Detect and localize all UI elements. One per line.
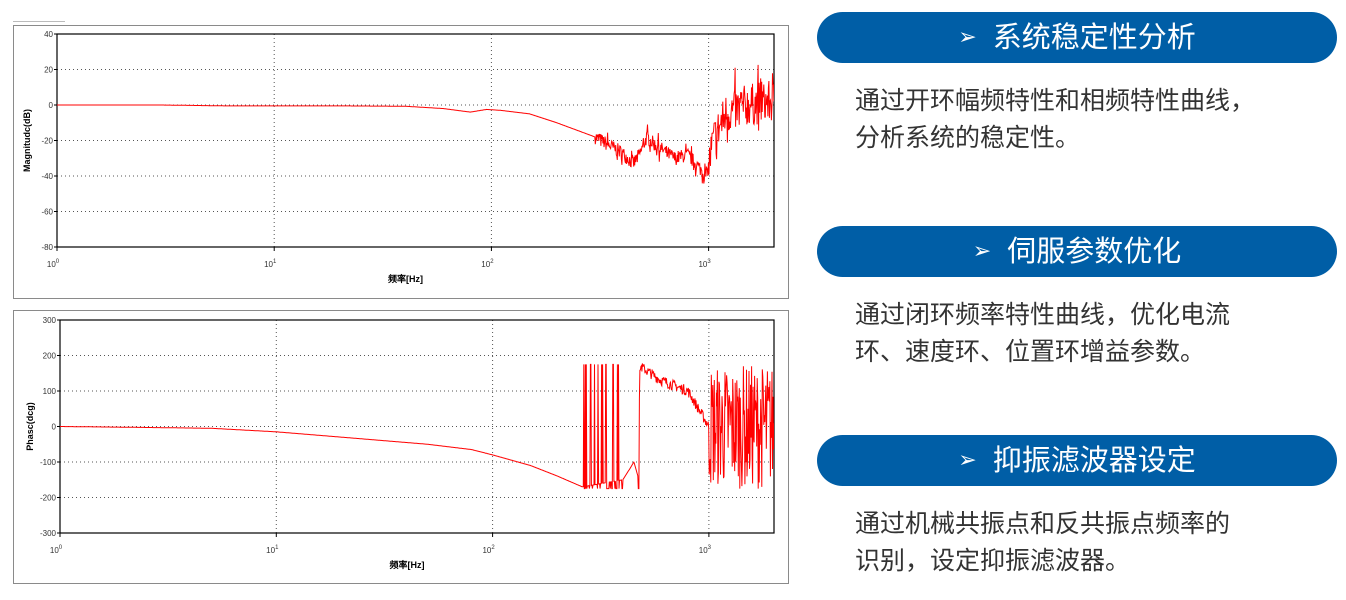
y-tick-label: 100 (43, 387, 57, 396)
description-line: 环、速度环、位置环增益参数。 (855, 337, 1206, 366)
phase-curve (60, 363, 774, 490)
magnitude-plot: 40 20 0 -20 -40 -60 -80 100 101 102 103 频率[Hz] Magni… (22, 30, 775, 284)
section-title: 伺服参数优化 (1007, 234, 1182, 268)
x-tick-label: 101 (264, 259, 277, 269)
arrow-icon: ➢ (958, 25, 977, 50)
phase-plot: 300 200 100 0 -100 -200 -300 100 101 102 103 频率[Hz]… (25, 316, 775, 570)
y-tick-label: 200 (43, 352, 57, 361)
x-tick-label: 103 (698, 259, 711, 269)
section-header-servo: ➢ 伺服参数优化 (817, 226, 1337, 277)
x-tick-label: 101 (266, 545, 279, 555)
window-tab (13, 21, 65, 26)
x-tick-label: 100 (47, 259, 60, 269)
x-axis-label: 频率[Hz] (388, 273, 423, 284)
description-line: 分析系统的稳定性。 (855, 123, 1081, 152)
section-header-stability: ➢ 系统稳定性分析 (817, 12, 1337, 63)
x-tick-label: 102 (481, 259, 494, 269)
description-line: 识别，设定抑振滤波器。 (855, 546, 1131, 575)
section-description: 通过开环幅频特性和相频特性曲线， 分析系统的稳定性。 (855, 82, 1255, 156)
y-tick-label: -80 (41, 243, 53, 252)
y-tick-label: -200 (40, 494, 57, 503)
arrow-icon: ➢ (958, 448, 977, 473)
x-tick-label: 103 (699, 545, 712, 555)
y-tick-label: -20 (41, 137, 53, 146)
y-tick-label: -300 (40, 529, 57, 538)
y-tick-label: 40 (44, 30, 53, 39)
y-tick-label: 0 (52, 423, 57, 432)
magnitude-curve (57, 64, 774, 184)
y-axis-label: Phasc(dcg) (25, 402, 35, 451)
description-line: 通过开环幅频特性和相频特性曲线， (855, 86, 1256, 115)
description-line: 通过机械共振点和反共振点频率的 (855, 509, 1231, 538)
section-title: 系统稳定性分析 (992, 20, 1196, 54)
section-title: 抑振滤波器设定 (992, 443, 1196, 477)
description-line: 通过闭环频率特性曲线，优化电流 (855, 300, 1231, 329)
x-axis-label: 频率[Hz] (390, 559, 425, 570)
y-tick-label: 300 (43, 316, 57, 325)
x-tick-label: 100 (50, 545, 63, 555)
y-tick-label: 0 (49, 101, 54, 110)
y-tick-label: 20 (44, 66, 53, 75)
y-axis-label: Magnitudc(dB) (22, 109, 32, 172)
y-tick-label: -60 (41, 208, 53, 217)
section-description: 通过机械共振点和反共振点频率的 识别，设定抑振滤波器。 (855, 505, 1230, 579)
y-tick-label: -40 (41, 172, 53, 181)
section-description: 通过闭环频率特性曲线，优化电流 环、速度环、位置环增益参数。 (855, 296, 1230, 370)
arrow-icon: ➢ (972, 239, 992, 264)
x-tick-label: 102 (482, 545, 495, 555)
plot-splitter[interactable] (13, 298, 789, 311)
y-tick-label: -100 (40, 458, 57, 467)
plot-area (56, 33, 775, 248)
section-header-filter: ➢ 抑振滤波器设定 (817, 435, 1337, 486)
